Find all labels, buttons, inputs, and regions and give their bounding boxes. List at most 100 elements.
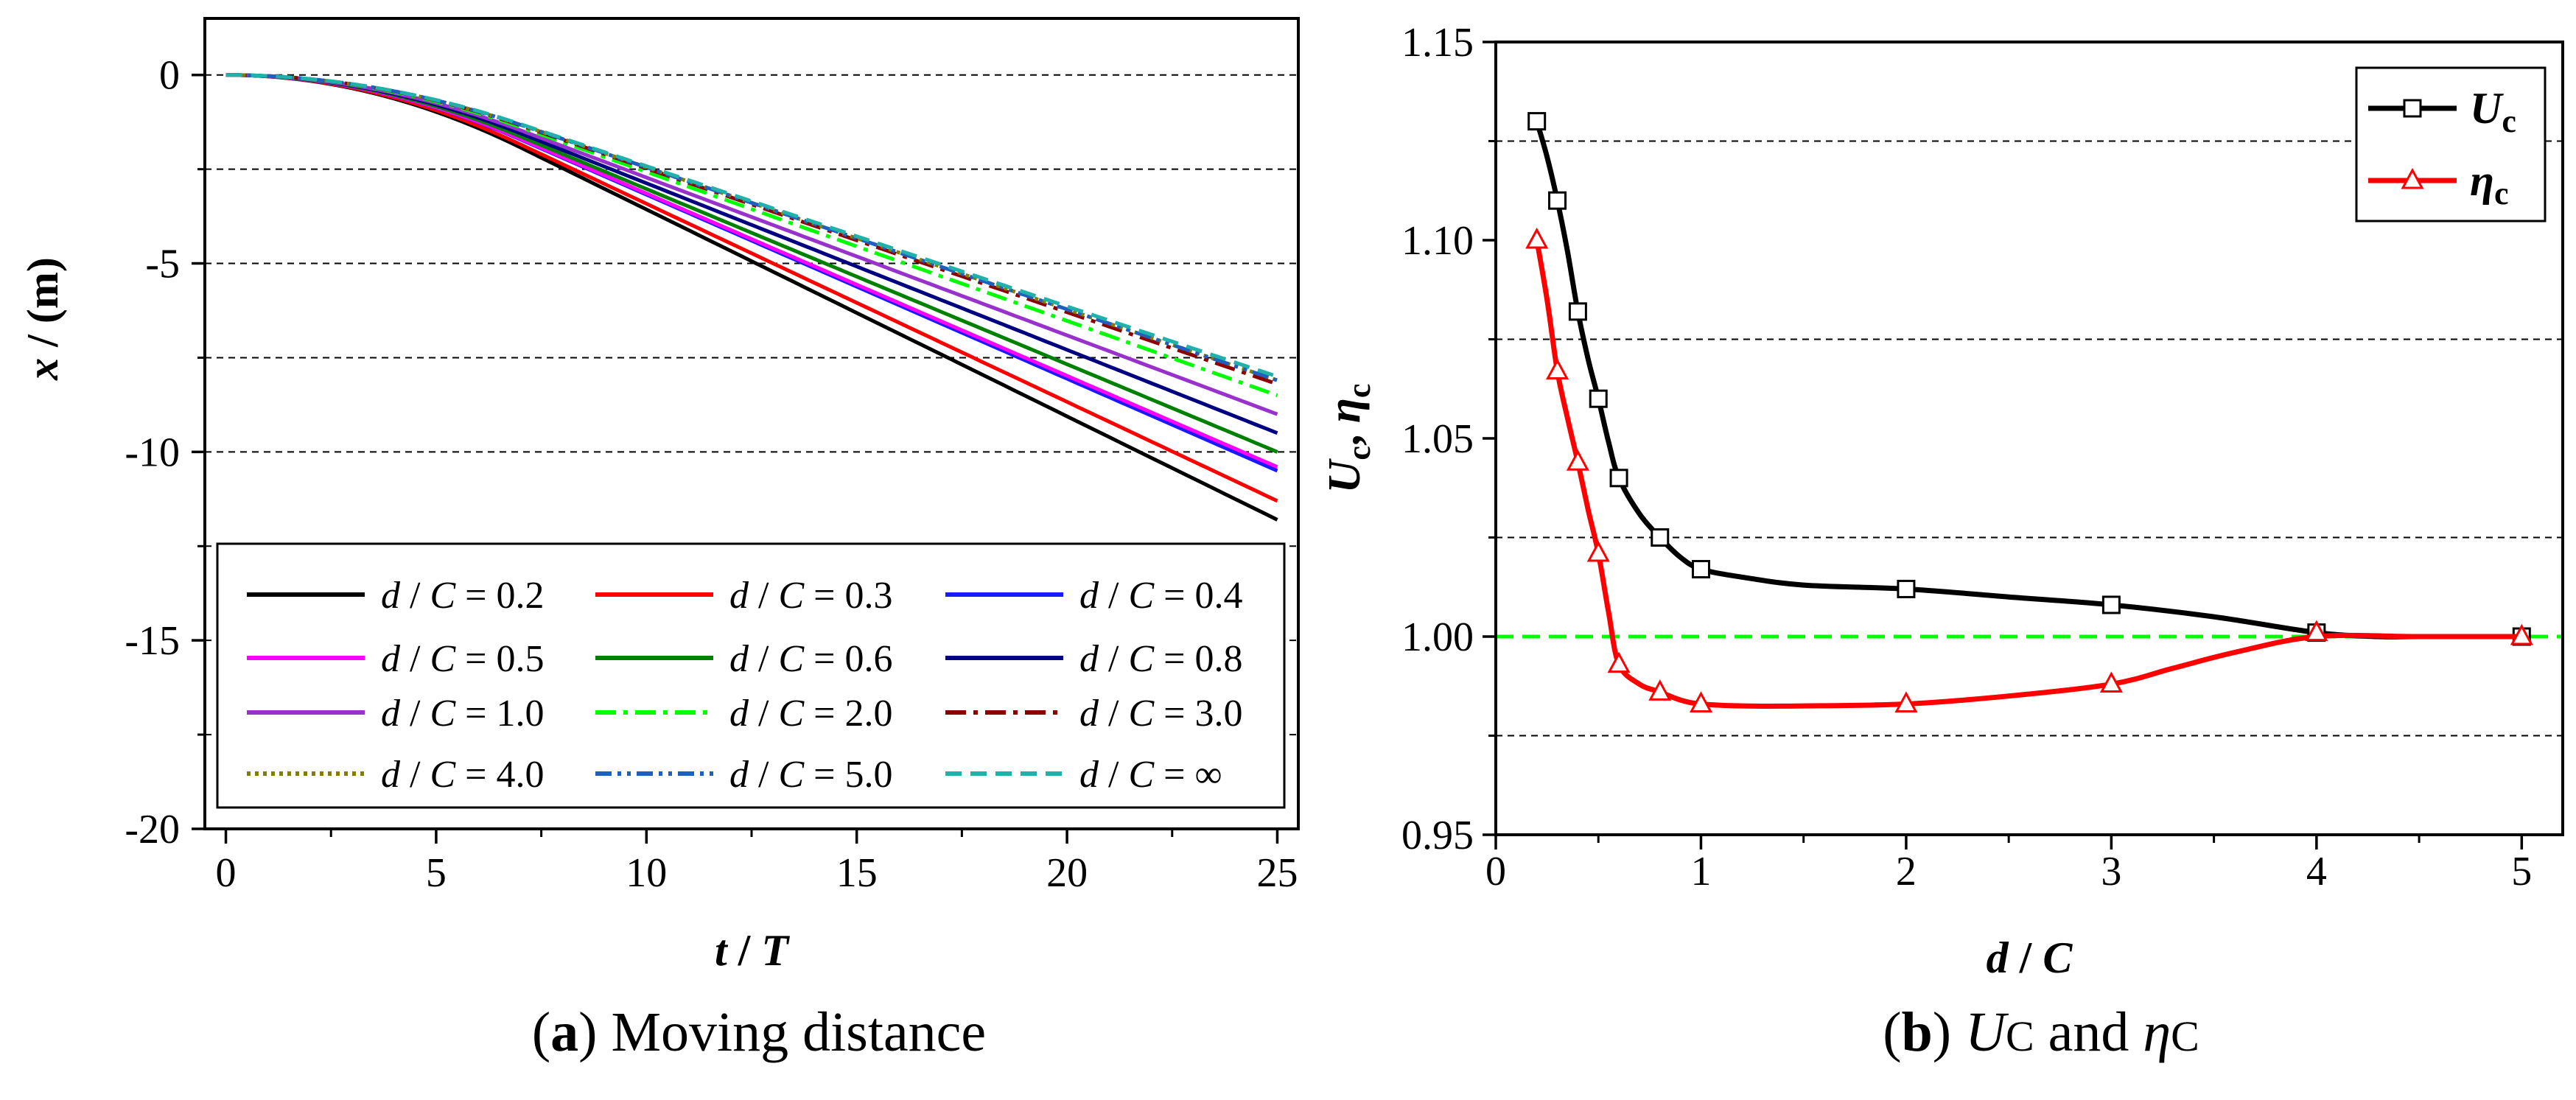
legend-a-label-7: d / C = 2.0 [729,693,892,735]
series-line-a-3 [225,73,1278,469]
legend-a-c: C [1128,575,1155,617]
x-tick-label-b-4: 4 [2306,849,2327,894]
chart-a: 0 5 10 15 20 250-5-10-15-20t / Tx / (m)d / C … [18,17,1300,975]
y-axis-label-a: x / (m) [18,257,67,381]
legend-a-label-5: d / C = 0.8 [1079,638,1242,680]
legend-a-slash: / [1099,638,1128,680]
marker-b-1-6 [1689,691,1712,712]
marker-b-0-7 [1897,579,1916,598]
x-tick-label-a-0: 0 [216,850,237,896]
legend-a-slash: / [400,575,430,617]
marker-b-0-8 [2101,595,2121,614]
legend-a-slash: / [400,754,430,796]
legend-a-slash: / [749,693,778,735]
legend-a-value: = 0.6 [804,638,892,680]
y-label-b-u: U [1320,458,1370,493]
legend-a-label-9: d / C = 4.0 [381,754,544,796]
legend-a-c: C [778,638,805,680]
legend-a-label-3: d / C = 0.5 [381,638,544,680]
caption-a: (a) Moving distance [531,1001,987,1063]
series-line-a-6 [225,73,1278,416]
y-label-a-var: x [18,358,67,381]
x-label-b-var: d [1987,933,2009,982]
legend-a-value: = 1.0 [455,693,544,735]
legend-a-label-6: d / C = 1.0 [381,693,544,735]
series-line-a-10 [225,73,1278,382]
marker-b-0-3 [1589,389,1608,408]
y-label-a-unit: / (m) [18,257,67,358]
legend-a-d: d [729,575,749,617]
marker-b-0-1 [1548,191,1567,210]
y-tick-label-b-2: 1.05 [1401,416,1474,462]
y-label-b-eta-sub: c [1341,384,1377,399]
caption-b: (b) UC and ηC [1883,1001,2199,1063]
caption-b-u: U [1965,1001,2006,1063]
legend-a-label-0: d / C = 0.2 [381,575,544,617]
series-line-a-9 [225,73,1278,382]
legend-a-c: C [430,638,456,680]
legend-a-value: = 0.4 [1154,575,1242,617]
marker-b-1-1 [1546,358,1569,380]
marker-b-1-7 [1894,691,1918,712]
legend-a-value: = 3.0 [1154,693,1242,735]
legend-a-d: d [381,638,401,680]
marker-b-0-0 [1527,112,1547,131]
marker-b-1-8 [2099,671,2123,693]
x-tick-label-a-3: 15 [836,850,878,896]
caption-b-u-sub: C [2005,1012,2034,1060]
legend-a-d: d [1079,638,1099,680]
series-line-a-1 [225,73,1278,503]
legend-a-c: C [1128,693,1155,735]
legend-b-label-sub: c [2494,175,2509,211]
legend-a-value: = 0.8 [1154,638,1242,680]
x-tick-label-b-2: 2 [1896,849,1917,894]
legend-a-d: d [381,693,401,735]
legend-a-slash: / [1099,754,1128,796]
x-tick-label-a-5: 25 [1256,850,1298,896]
marker-b-1-10 [2510,623,2533,645]
legend-a-slash: / [749,754,778,796]
y-label-b-eta: η [1320,398,1370,423]
legend-a-label-11: d / C = ∞ [1079,754,1222,796]
legend-b [2355,66,2547,223]
y-axis-label-b: Uc, ηc [1320,384,1377,494]
marker-b-1-3 [1586,540,1610,562]
legend-a-d: d [729,638,749,680]
y-label-b-u-sub: c [1341,446,1377,460]
legend-a-d: d [1079,693,1099,735]
legend-a-d: d [729,754,749,796]
caption-b-and: and [2048,1001,2129,1063]
legend-a-d: d [729,693,749,735]
legend-a-value: = 5.0 [804,754,892,796]
chart-b: 0 1 2 3 4 50.951.001.051.101.15d / CUc, ηcUcη… [1320,20,2564,982]
y-label-b-sep: , [1320,423,1370,446]
legend-a-slash: / [749,638,778,680]
legend-a-c: C [1128,754,1155,796]
marker-b-0-5 [1651,528,1670,547]
y-tick-label-b-1: 1.00 [1401,614,1474,660]
legend-a-c: C [778,575,805,617]
series-line-a-0 [225,73,1278,522]
y-tick-label-b-4: 1.15 [1401,20,1474,66]
marker-b-1-0 [1525,227,1549,249]
legend-b-label-1: ηc [2470,156,2508,211]
legend-a-c: C [778,754,805,796]
y-tick-label-a-4: -20 [125,807,180,852]
legend-a-slash: / [749,575,778,617]
legend-a-slash: / [1099,575,1128,617]
legend-a-c: C [778,693,805,735]
caption-b-letter: b [1901,1001,1933,1063]
marker-b-0-6 [1691,560,1710,579]
legend-a-label-10: d / C = 5.0 [729,754,892,796]
marker-b-0-2 [1568,302,1587,321]
legend-b-marker-1 [2401,167,2424,189]
legend-a-value: = 4.0 [455,754,544,796]
x-tick-label-b-1: 1 [1690,849,1711,894]
y-tick-label-a-1: -5 [145,242,180,287]
marker-b-1-2 [1566,449,1589,471]
legend-b-label-main: U [2470,84,2504,133]
x-label-b-var2: C [2043,933,2073,982]
x-label-a-var: t [715,926,729,975]
legend-a-value: = ∞ [1154,754,1222,796]
